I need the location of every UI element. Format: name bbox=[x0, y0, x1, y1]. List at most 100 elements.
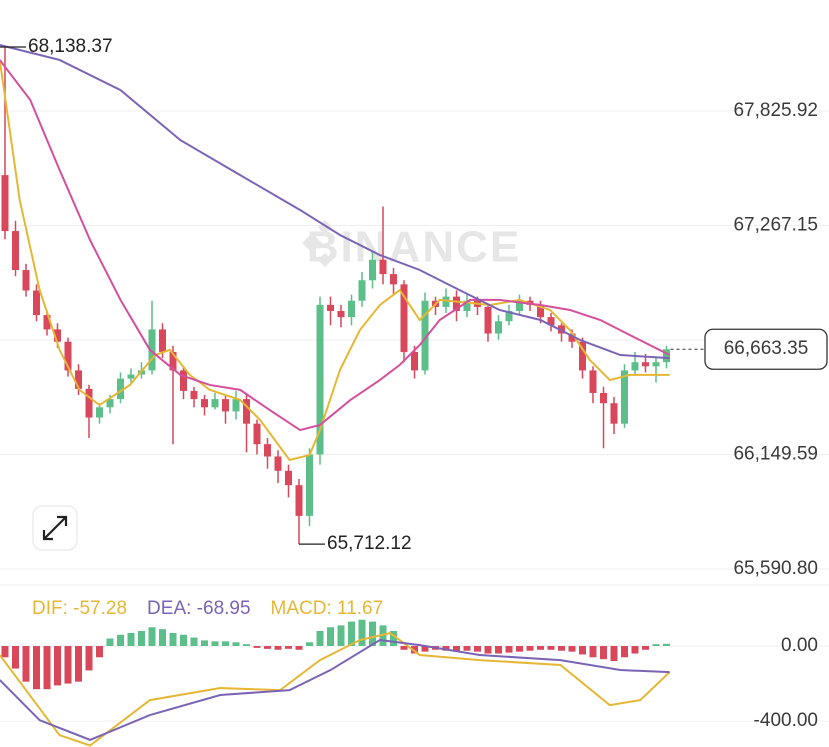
candle-body bbox=[337, 310, 345, 318]
macd-legend: MACD: 11.67 bbox=[271, 598, 384, 619]
candle-body bbox=[621, 370, 628, 424]
macd-bar bbox=[96, 646, 103, 658]
grid bbox=[0, 110, 829, 722]
candle-body bbox=[295, 485, 303, 516]
macd-bar bbox=[54, 646, 61, 686]
macd-bar bbox=[201, 640, 208, 647]
low-label: 65,712.12 bbox=[327, 533, 412, 554]
macd-bar bbox=[1, 646, 9, 658]
macd-bar bbox=[495, 646, 502, 654]
macd-bar bbox=[400, 646, 408, 650]
candle-body bbox=[369, 259, 376, 281]
macd-bar bbox=[568, 646, 576, 652]
candle-body bbox=[652, 362, 660, 367]
candle-body bbox=[505, 310, 513, 322]
macd-bar bbox=[558, 646, 565, 651]
macd-bar bbox=[295, 646, 303, 650]
candle-body bbox=[64, 341, 72, 371]
candle-body bbox=[390, 274, 397, 285]
candle-body bbox=[211, 399, 219, 408]
y-tick-label: 67,267.15 bbox=[733, 215, 818, 236]
macd-bar bbox=[516, 646, 523, 652]
macd-line bbox=[0, 631, 671, 747]
moving-average bbox=[0, 44, 670, 360]
macd-bar bbox=[442, 646, 450, 651]
candle-body bbox=[516, 300, 523, 311]
candle-body bbox=[22, 270, 30, 291]
macd-bar bbox=[232, 642, 240, 647]
macd-bar bbox=[642, 646, 649, 650]
macd-bar bbox=[369, 621, 376, 647]
macd-bar bbox=[600, 646, 607, 660]
macd-bar bbox=[631, 646, 639, 654]
candle-body bbox=[232, 399, 240, 412]
candle-body bbox=[117, 378, 124, 400]
macd-bar bbox=[190, 637, 198, 647]
candle-body bbox=[201, 399, 208, 408]
macd-bar bbox=[264, 646, 271, 649]
candle-body bbox=[421, 300, 429, 371]
candle-body bbox=[222, 399, 229, 412]
macd-bar bbox=[474, 646, 481, 652]
candle-body bbox=[547, 317, 555, 326]
macd-bar bbox=[526, 646, 534, 651]
candle-body bbox=[348, 300, 355, 318]
macd-bar bbox=[453, 646, 460, 652]
candle-body bbox=[484, 306, 492, 334]
y-tick-label: 66,149.59 bbox=[733, 444, 818, 465]
candle-body bbox=[159, 329, 166, 352]
macd-bar bbox=[222, 641, 229, 647]
macd-bar bbox=[75, 646, 82, 682]
candle-body bbox=[33, 290, 40, 316]
macd-bar bbox=[12, 646, 19, 669]
candle-body bbox=[253, 423, 261, 445]
candle-body bbox=[1, 175, 9, 232]
macd-bar bbox=[169, 632, 177, 647]
macd-bar bbox=[348, 621, 355, 647]
y-tick-label: 67,825.92 bbox=[733, 100, 818, 121]
candle-body bbox=[379, 259, 387, 275]
candle-body bbox=[243, 399, 250, 424]
candle-body bbox=[190, 390, 198, 400]
candle-body bbox=[600, 392, 607, 404]
candle-body bbox=[327, 304, 334, 311]
candle-body bbox=[96, 407, 103, 418]
y-tick-label: -400.00 bbox=[754, 710, 818, 731]
macd-bar bbox=[337, 625, 345, 647]
candle-body bbox=[285, 470, 292, 486]
macd-bar bbox=[127, 632, 135, 647]
candle-body bbox=[127, 374, 135, 379]
macd-bar bbox=[610, 646, 618, 662]
macd-bar bbox=[411, 646, 418, 654]
macd-legend: DEA: -68.95 bbox=[147, 598, 251, 619]
candle-body bbox=[43, 315, 51, 330]
y-tick-label: 65,590.80 bbox=[733, 558, 818, 579]
candle-body bbox=[631, 362, 639, 371]
moving-average bbox=[0, 59, 671, 432]
macd-bar bbox=[621, 646, 628, 658]
macd-bar bbox=[253, 646, 261, 648]
macd-bar bbox=[390, 631, 397, 647]
candle-body bbox=[358, 280, 366, 301]
macd-line bbox=[0, 638, 670, 741]
candle-body bbox=[411, 351, 418, 371]
macd-bar bbox=[211, 641, 219, 647]
candle-body bbox=[558, 325, 565, 334]
candle-body bbox=[12, 231, 19, 270]
macd-bar bbox=[358, 619, 366, 647]
macd-bar bbox=[663, 643, 670, 647]
candle-body bbox=[610, 403, 618, 424]
candle-body bbox=[495, 321, 502, 334]
macd-bar bbox=[85, 646, 93, 671]
candle-body bbox=[180, 370, 187, 391]
last-price-label: 66,663.35 bbox=[724, 338, 809, 359]
candle-body bbox=[400, 284, 408, 352]
macd-bar bbox=[652, 644, 660, 647]
macd-bar bbox=[316, 631, 324, 647]
candle-body bbox=[537, 304, 544, 318]
expand-button[interactable] bbox=[32, 505, 78, 551]
macd-bar bbox=[243, 644, 250, 647]
watermark: BINANCE bbox=[307, 223, 521, 272]
candle-body bbox=[148, 329, 156, 371]
